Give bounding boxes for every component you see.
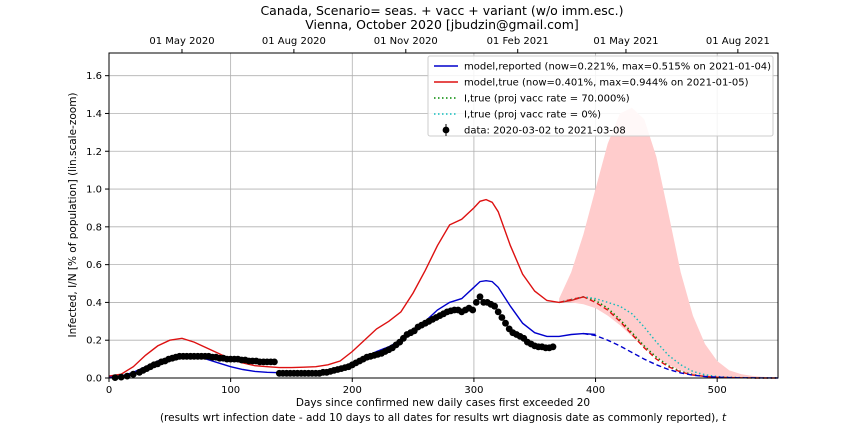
chart-subtitle: Vienna, October 2020 [jbudzin@gmail.com] <box>305 17 579 32</box>
y-tick-label-6: 1.2 <box>86 147 102 158</box>
x-axis-note-text: (results wrt infection date - add 10 day… <box>160 412 719 424</box>
top-tick-label-2: 01 Nov 2020 <box>374 36 438 47</box>
legend: model,reported (now=0.221%, max=0.515% o… <box>427 55 774 137</box>
top-axis-ticks: 01 May 2020 01 Aug 2020 01 Nov 2020 01 Feb … <box>149 36 770 53</box>
top-tick-label-3: 01 Feb 2021 <box>487 36 549 47</box>
y-tick-label-7: 1.4 <box>86 109 102 120</box>
series-line-1 <box>108 198 584 377</box>
x-axis-ticks: 0 100 200 300 400 500 <box>106 378 727 396</box>
x-tick-label-4: 400 <box>586 385 605 396</box>
legend-items: model,reported (now=0.221%, max=0.515% o… <box>434 62 771 137</box>
y-tick-label-8: 1.6 <box>86 71 102 82</box>
y-tick-label-5: 1.0 <box>86 185 102 196</box>
y-tick-label-3: 0.6 <box>86 260 102 271</box>
data-point <box>117 373 125 381</box>
data-point <box>502 319 509 327</box>
top-tick-label-5: 01 Aug 2021 <box>706 36 770 47</box>
chart-title: Canada, Scenario= seas. + vacc + variant… <box>260 3 623 18</box>
legend-label-2: I,true (proj vacc rate = 70.000%) <box>464 94 630 105</box>
x-tick-label-1: 100 <box>221 385 240 396</box>
data-point <box>469 306 477 314</box>
x-tick-label-5: 500 <box>708 385 727 396</box>
y-tick-label-0: 0.0 <box>86 374 102 385</box>
x-axis-note-symbol: t <box>722 412 727 424</box>
legend-swatch-points <box>442 126 450 134</box>
x-axis-note: (results wrt infection date - add 10 day… <box>160 412 727 424</box>
top-tick-label-0: 01 May 2020 <box>149 36 214 47</box>
y-tick-label-1: 0.2 <box>86 336 102 347</box>
legend-label-points: data: 2020-03-02 to 2021-03-08 <box>464 126 626 137</box>
data-point <box>472 299 480 306</box>
legend-label-3: I,true (proj vacc rate = 0%) <box>464 110 601 121</box>
legend-label-0: model,reported (now=0.221%, max=0.515% o… <box>464 62 771 73</box>
data-point <box>271 358 278 366</box>
data-point <box>476 293 484 301</box>
x-axis-label: Days since confirmed new daily cases fir… <box>296 397 590 409</box>
x-tick-label-3: 300 <box>464 385 483 396</box>
data-point <box>549 343 557 351</box>
top-tick-label-4: 01 May 2021 <box>593 36 658 47</box>
data-points <box>111 293 557 381</box>
uncertainty-band <box>559 107 778 379</box>
series-line-5 <box>583 332 779 379</box>
data-point <box>494 308 502 316</box>
y-tick-label-2: 0.4 <box>86 298 102 309</box>
band-layer <box>559 107 778 379</box>
y-tick-label-4: 0.8 <box>86 222 102 233</box>
data-point <box>129 370 137 378</box>
legend-label-1: model,true (now=0.401%, max=0.944% on 20… <box>464 78 749 89</box>
x-tick-label-0: 0 <box>106 385 112 396</box>
top-tick-label-1: 01 Aug 2020 <box>262 36 326 47</box>
x-tick-label-2: 200 <box>343 385 362 396</box>
legend-box <box>427 55 774 137</box>
y-axis-ticks: 0.0 0.2 0.4 0.6 0.8 1.0 1.2 1.4 1.6 <box>86 71 109 385</box>
y-axis-label: Infected, I/N [% of population] (lin.sca… <box>67 92 79 337</box>
plot-frame <box>108 52 779 379</box>
data-point <box>491 302 498 310</box>
data-point <box>498 314 506 321</box>
